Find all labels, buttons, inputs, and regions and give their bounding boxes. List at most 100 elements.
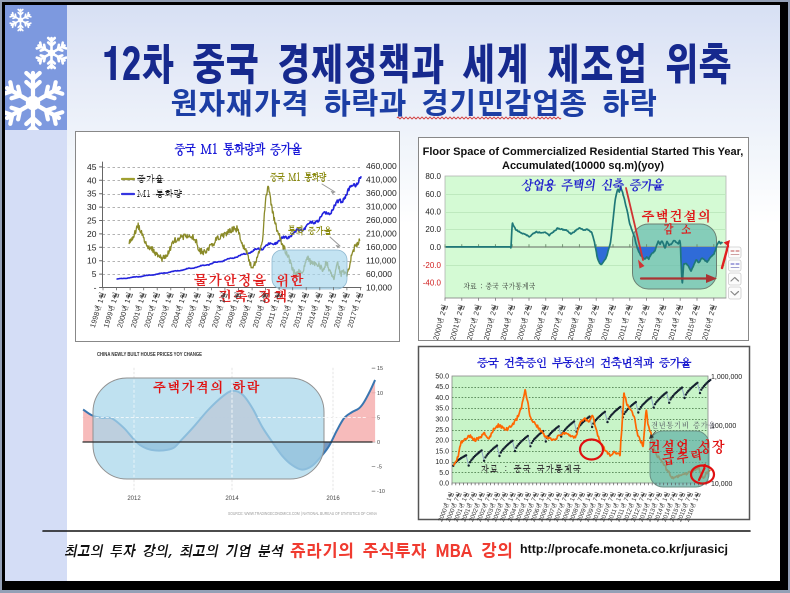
svg-text:2003: 2003 [482, 323, 495, 341]
svg-text:2006: 2006 [530, 507, 542, 523]
svg-text:2: 2 [690, 310, 700, 316]
svg-text:2015: 2015 [669, 507, 681, 523]
svg-text:60,000: 60,000 [366, 269, 392, 279]
svg-text:2015: 2015 [676, 507, 688, 523]
svg-text:2: 2 [623, 310, 633, 316]
svg-text:1: 1 [492, 496, 500, 502]
svg-text:2005: 2005 [515, 323, 528, 341]
svg-text:310,000: 310,000 [366, 202, 397, 212]
svg-text:2: 2 [438, 310, 448, 316]
svg-text:Floor Space of Commercialized: Floor Space of Commercialized Residentia… [423, 146, 744, 158]
svg-text:7: 7 [654, 496, 662, 502]
svg-text:2: 2 [707, 310, 717, 316]
svg-text:1: 1 [312, 298, 322, 305]
svg-text:210,000: 210,000 [366, 229, 397, 239]
svg-text:2008: 2008 [568, 507, 580, 523]
svg-text:40.0: 40.0 [435, 395, 449, 402]
svg-text:7: 7 [515, 496, 523, 502]
svg-text:2013: 2013 [650, 323, 663, 341]
svg-text:1: 1 [615, 496, 623, 502]
svg-text:5: 5 [377, 415, 380, 421]
svg-text:2011: 2011 [616, 324, 629, 341]
svg-text:2001: 2001 [448, 323, 461, 341]
svg-text:40: 40 [87, 175, 97, 185]
svg-text:SOURCE: WWW.TRADINGECONOMICS.: SOURCE: WWW.TRADINGECONOMICS.COM | NATIO… [228, 511, 377, 516]
svg-text:2007: 2007 [545, 507, 557, 523]
svg-text:50.0: 50.0 [435, 374, 449, 381]
svg-text:0.0: 0.0 [430, 243, 442, 252]
svg-text:7: 7 [577, 496, 585, 502]
svg-text:1: 1 [136, 298, 146, 305]
svg-text:35: 35 [87, 189, 97, 199]
svg-text:20.0: 20.0 [425, 225, 441, 234]
svg-text:1: 1 [204, 298, 214, 305]
svg-text:2000: 2000 [445, 507, 457, 523]
svg-text:1: 1 [461, 496, 469, 502]
svg-text:5.0: 5.0 [439, 470, 449, 477]
svg-text:1: 1 [353, 298, 363, 305]
svg-text:1: 1 [244, 298, 254, 305]
svg-text:7: 7 [469, 496, 477, 502]
svg-text:2004: 2004 [507, 507, 519, 523]
svg-text:7: 7 [685, 496, 693, 502]
svg-text:2008: 2008 [566, 323, 579, 341]
svg-text:110,000: 110,000 [366, 256, 396, 266]
svg-text:2009: 2009 [576, 507, 588, 523]
svg-text:Accumulated(10000 sq.m)(yoy): Accumulated(10000 sq.m)(yoy) [502, 160, 664, 172]
svg-text:410,000: 410,000 [366, 175, 397, 185]
svg-text:2010: 2010 [591, 507, 603, 523]
svg-text:2016: 2016 [326, 496, 340, 502]
svg-text:1: 1 [299, 298, 309, 305]
svg-text:2008: 2008 [561, 507, 573, 523]
svg-text:1: 1 [600, 496, 608, 502]
svg-text:1: 1 [95, 298, 105, 305]
svg-text:1: 1 [692, 496, 700, 502]
svg-text:2000: 2000 [437, 507, 449, 523]
svg-text:2: 2 [589, 310, 599, 316]
svg-text:1: 1 [646, 496, 654, 502]
svg-text:30: 30 [87, 202, 97, 212]
svg-text:2011: 2011 [615, 507, 627, 522]
svg-text:45: 45 [87, 162, 97, 172]
svg-text:-20.0: -20.0 [423, 261, 442, 270]
svg-text:7: 7 [669, 496, 677, 502]
svg-text:2003: 2003 [484, 507, 496, 523]
svg-text:1: 1 [163, 298, 173, 305]
svg-text:7: 7 [500, 496, 508, 502]
svg-text:10,000: 10,000 [711, 481, 733, 488]
svg-text:2006: 2006 [532, 323, 545, 341]
svg-text:2012: 2012 [630, 507, 642, 523]
svg-text:2007: 2007 [549, 323, 562, 341]
svg-text:2: 2 [656, 310, 666, 316]
svg-text:1: 1 [569, 496, 577, 502]
svg-text:2012: 2012 [127, 496, 141, 502]
svg-text:2010: 2010 [599, 323, 612, 341]
svg-text:1: 1 [584, 496, 592, 502]
svg-text:-10: -10 [377, 489, 385, 495]
svg-text:2004: 2004 [498, 323, 511, 341]
svg-text:1: 1 [523, 496, 531, 502]
svg-text:-40.0: -40.0 [423, 279, 442, 288]
svg-text:1: 1 [109, 298, 119, 305]
svg-text:2011: 2011 [264, 311, 277, 329]
svg-text:2: 2 [606, 310, 616, 316]
svg-text:25.0: 25.0 [435, 427, 449, 434]
svg-text:7: 7 [607, 496, 615, 502]
svg-text:1: 1 [476, 496, 484, 502]
svg-text:7: 7 [530, 496, 538, 502]
svg-text:2: 2 [555, 310, 565, 316]
svg-text:2: 2 [539, 310, 549, 316]
svg-text:2001: 2001 [453, 507, 465, 523]
svg-text:0.0: 0.0 [439, 481, 449, 488]
svg-text:80.0: 80.0 [425, 172, 441, 181]
svg-text:2004: 2004 [499, 507, 511, 523]
svg-text:7: 7 [484, 496, 492, 502]
svg-text:1: 1 [190, 298, 200, 305]
svg-text:1: 1 [339, 298, 349, 305]
svg-text:30.0: 30.0 [435, 416, 449, 423]
svg-text:1: 1 [326, 298, 336, 305]
svg-text:2002: 2002 [476, 507, 488, 523]
svg-text:1,000,000: 1,000,000 [711, 374, 742, 381]
svg-text:2: 2 [488, 310, 498, 316]
svg-text:7: 7 [638, 496, 646, 502]
